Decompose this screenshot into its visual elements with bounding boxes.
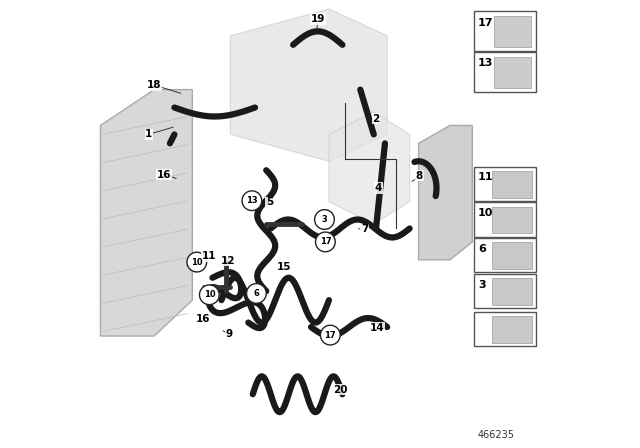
FancyBboxPatch shape xyxy=(474,202,536,237)
Polygon shape xyxy=(329,112,410,224)
FancyBboxPatch shape xyxy=(492,316,532,343)
Text: 16: 16 xyxy=(195,314,210,324)
FancyBboxPatch shape xyxy=(494,16,531,47)
Circle shape xyxy=(316,232,335,252)
Text: 10: 10 xyxy=(191,258,203,267)
FancyBboxPatch shape xyxy=(474,274,536,308)
Text: 4: 4 xyxy=(374,183,382,193)
FancyBboxPatch shape xyxy=(492,278,532,305)
Text: 11: 11 xyxy=(478,172,493,182)
Text: 19: 19 xyxy=(310,14,325,24)
Circle shape xyxy=(315,210,334,229)
Circle shape xyxy=(187,252,207,272)
Text: 8: 8 xyxy=(416,171,423,181)
FancyBboxPatch shape xyxy=(474,238,536,272)
FancyBboxPatch shape xyxy=(492,242,532,269)
Text: 10: 10 xyxy=(204,290,215,299)
FancyBboxPatch shape xyxy=(494,57,531,88)
Text: 18: 18 xyxy=(147,80,161,90)
Text: 6: 6 xyxy=(478,244,486,254)
FancyBboxPatch shape xyxy=(474,11,536,52)
Text: 17: 17 xyxy=(478,17,493,28)
Text: 20: 20 xyxy=(333,385,348,395)
Text: 1: 1 xyxy=(145,129,152,139)
FancyBboxPatch shape xyxy=(474,312,536,346)
Text: 14: 14 xyxy=(370,323,385,333)
Text: 10: 10 xyxy=(478,208,493,218)
Text: 13: 13 xyxy=(246,196,258,205)
FancyBboxPatch shape xyxy=(474,167,536,201)
Text: 15: 15 xyxy=(277,262,291,271)
Text: 3: 3 xyxy=(478,280,486,289)
Text: 11: 11 xyxy=(202,251,216,261)
Text: 16: 16 xyxy=(157,170,172,180)
Circle shape xyxy=(242,191,262,211)
Text: 17: 17 xyxy=(324,331,336,340)
Text: 17: 17 xyxy=(319,237,331,246)
Polygon shape xyxy=(100,90,192,336)
Polygon shape xyxy=(230,9,387,161)
Circle shape xyxy=(321,325,340,345)
Text: 3: 3 xyxy=(322,215,327,224)
Circle shape xyxy=(246,284,266,303)
Text: 2: 2 xyxy=(372,114,380,124)
FancyBboxPatch shape xyxy=(492,171,532,198)
Text: 12: 12 xyxy=(221,256,236,266)
Text: 7: 7 xyxy=(361,224,369,234)
Text: 9: 9 xyxy=(226,329,233,339)
Text: 466235: 466235 xyxy=(477,430,515,440)
Polygon shape xyxy=(419,125,472,260)
Circle shape xyxy=(200,285,219,305)
Text: 13: 13 xyxy=(478,58,493,68)
FancyBboxPatch shape xyxy=(474,52,536,92)
Text: 6: 6 xyxy=(253,289,259,298)
FancyBboxPatch shape xyxy=(492,207,532,233)
Text: 5: 5 xyxy=(266,198,273,207)
